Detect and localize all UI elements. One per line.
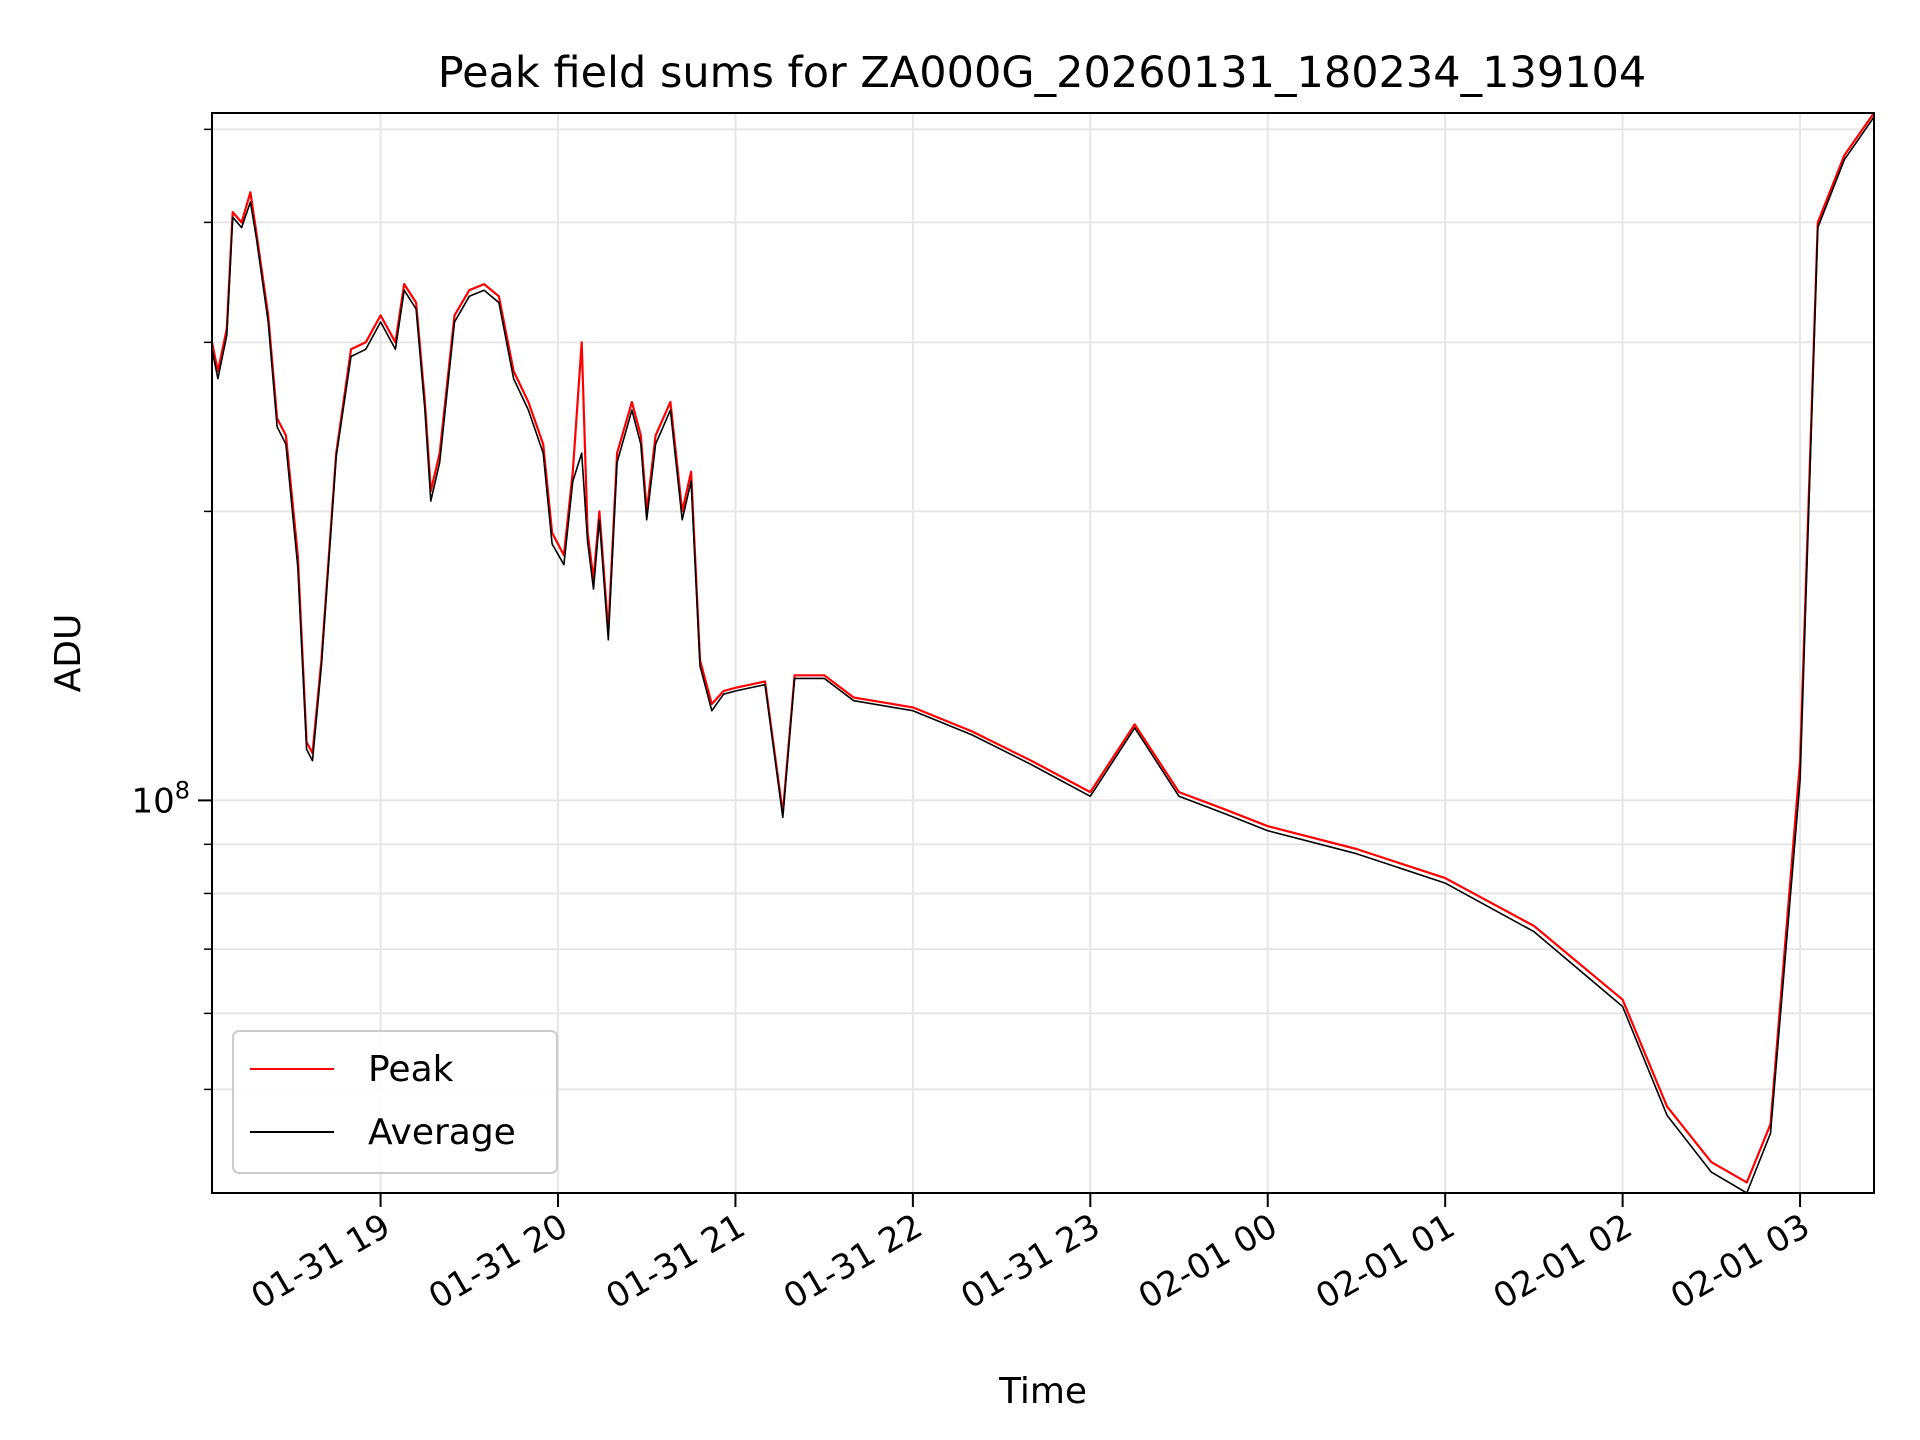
plot-lines [210, 112, 1875, 1194]
chart-title: Peak field sums for ZA000G_20260131_1802… [438, 48, 1647, 98]
axis-ticks [198, 128, 1802, 1207]
grid [212, 113, 1874, 1193]
y-tick-label: 108 [131, 776, 190, 821]
series-line-average [211, 116, 1875, 1194]
legend-label-average: Average [368, 1112, 516, 1153]
x-axis-label: Time [998, 1371, 1087, 1412]
legend-label-peak: Peak [368, 1049, 454, 1090]
plot-area-frame [211, 112, 1875, 1194]
legend: Peak Average [232, 1030, 558, 1174]
legend-box [232, 1030, 558, 1174]
y-axis-label: ADU [48, 614, 89, 693]
